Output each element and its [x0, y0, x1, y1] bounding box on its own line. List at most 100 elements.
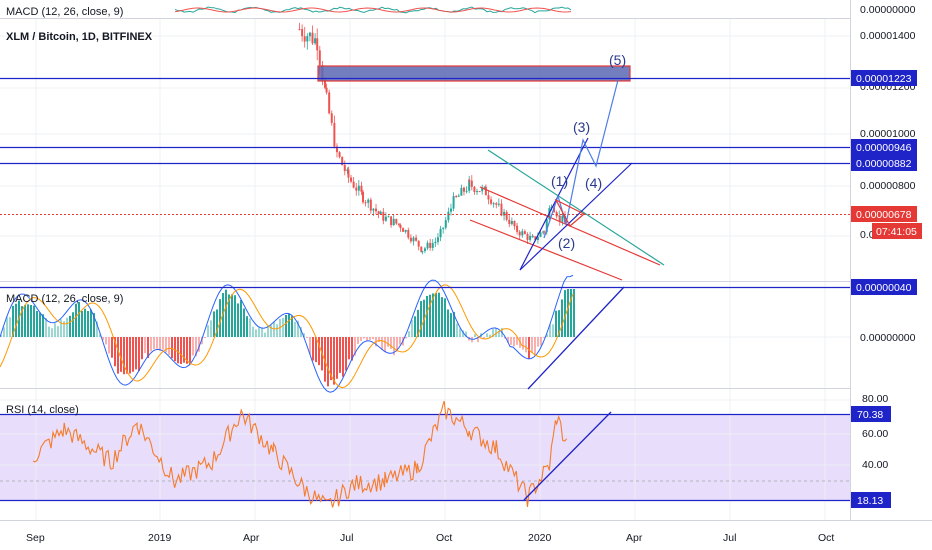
macd-bar [537, 337, 539, 347]
macd-bar [546, 333, 548, 337]
candle-body [476, 191, 479, 193]
macd-bar [531, 337, 533, 353]
macd-bar [432, 293, 434, 337]
macd-bar [390, 337, 392, 349]
macd-bar [102, 337, 104, 341]
macd-bar [72, 312, 74, 337]
candle-body [510, 221, 513, 225]
macd-bar [267, 325, 269, 337]
macd-bar [114, 337, 116, 367]
macd-bar [252, 326, 254, 337]
macd-bar [201, 337, 203, 345]
rsi-tick-40: 40.00 [862, 459, 888, 471]
candle-body [387, 216, 390, 218]
macd-bar [297, 320, 299, 337]
macd-lines [0, 274, 574, 393]
macd-bar [414, 316, 416, 337]
blue-support-line[interactable] [519, 162, 633, 271]
macd-bar [81, 310, 83, 337]
candle-body [407, 230, 410, 238]
macd-bar [459, 328, 461, 337]
top-indicator-label[interactable]: MACD (12, 26, close, 9) [6, 6, 123, 18]
candle-body [431, 243, 434, 248]
candle-body [314, 38, 317, 44]
time-axis[interactable]: Sep 2019 Apr Jul Oct 2020 Apr Jul Oct [26, 532, 834, 544]
candle-body [316, 38, 319, 51]
macd-bar [534, 337, 536, 356]
macd-bar [234, 295, 236, 337]
price-axis[interactable]: 0.00000000 0.00001400 0.00001200 0.00001… [851, 4, 922, 508]
macd-bar [447, 309, 449, 337]
candle-body [357, 185, 360, 191]
red-triangle[interactable] [554, 198, 586, 227]
candle-body [457, 195, 460, 197]
macd-bar [339, 337, 341, 373]
candle-body [395, 218, 398, 224]
macd-bar [513, 337, 515, 347]
macd-bar [441, 297, 443, 337]
time-tick-jul-2020: Jul [723, 532, 736, 544]
macd-bar [378, 337, 380, 343]
macd-bar [294, 321, 296, 337]
wave-label-2: (2) [558, 235, 575, 251]
macd-bar [549, 324, 551, 337]
countdown-pill [872, 223, 922, 239]
symbol-label[interactable]: XLM / Bitcoin, 1D, BITFINEX [6, 31, 153, 43]
macd-bar [27, 304, 29, 337]
macd-bar [111, 337, 113, 358]
macd-trendline[interactable] [527, 286, 625, 390]
level-pill-946 [851, 139, 917, 155]
wave-projection[interactable] [543, 79, 619, 239]
macd-bar [231, 294, 233, 337]
macd-zero-label: 0.00000000 [860, 332, 916, 344]
candle-body [346, 169, 349, 172]
macd-bar [78, 301, 80, 337]
macd-bar [348, 337, 350, 360]
macd-bar [564, 290, 566, 337]
candle-body [444, 220, 447, 228]
candle-body [318, 50, 321, 66]
drawings[interactable] [469, 79, 665, 281]
blue-channel-line[interactable] [519, 137, 589, 271]
price-candles [298, 22, 566, 255]
candle-body [429, 242, 432, 248]
rsi-label[interactable]: RSI (14, close) [6, 404, 79, 416]
time-tick-oct-2020: Oct [818, 532, 834, 544]
macd-bar [540, 337, 542, 346]
macd-bar [528, 337, 530, 360]
macd-bar [336, 337, 338, 379]
wave-label-3: (3) [573, 119, 590, 135]
candle-body [516, 225, 519, 232]
macd-bar [123, 337, 125, 375]
macd-bar [132, 337, 134, 372]
candle-body [473, 186, 476, 193]
candle-body [483, 186, 486, 188]
candle-body [324, 80, 327, 88]
macd-bar [399, 337, 401, 345]
candle-body [558, 215, 561, 222]
macd-label[interactable]: MACD (12, 26, close, 9) [6, 293, 123, 305]
red-trendline-lower[interactable] [469, 219, 623, 281]
time-tick-apr-2019: Apr [243, 532, 260, 544]
wave-labels: (1) (2) (3) (4) (5) [551, 52, 626, 251]
candle-body [492, 203, 495, 205]
top-strip-signal [174, 7, 572, 13]
candle-body [526, 234, 529, 240]
macd-bar [168, 337, 170, 355]
rsi-tick-60: 60.00 [862, 428, 888, 440]
price-tick-800: 0.00000800 [860, 180, 916, 192]
rsi-trendline[interactable] [523, 411, 612, 501]
rsi-lower-label: 18.13 [857, 495, 883, 507]
macd-bar [237, 303, 239, 337]
current-price-pill [851, 206, 917, 222]
macd-bar [522, 337, 524, 350]
resistance-zone[interactable] [317, 65, 631, 82]
macd-bar [342, 337, 344, 377]
macd-bar [96, 321, 98, 337]
macd-bar [144, 337, 146, 354]
candle-body [518, 231, 521, 236]
green-trendline[interactable] [487, 149, 665, 266]
candle-body [468, 179, 471, 181]
macd-bar [99, 334, 101, 337]
